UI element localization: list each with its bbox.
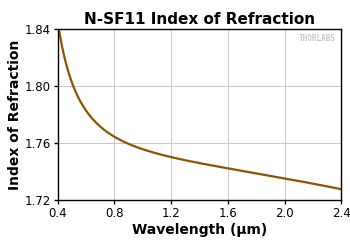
Title: N-SF11 Index of Refraction: N-SF11 Index of Refraction — [84, 12, 315, 26]
Y-axis label: Index of Refraction: Index of Refraction — [8, 40, 22, 190]
X-axis label: Wavelength (μm): Wavelength (μm) — [132, 223, 267, 237]
Text: THORLABS: THORLABS — [299, 34, 336, 43]
